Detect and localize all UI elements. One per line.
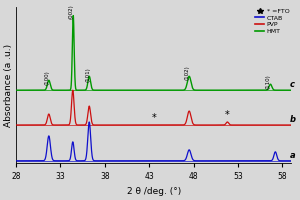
Text: (110): (110) [266,74,271,89]
Text: (101): (101) [85,68,90,82]
Text: (100): (100) [45,71,50,85]
Text: (102): (102) [184,65,190,80]
Text: *: * [152,113,157,123]
Text: a: a [290,151,295,160]
Legend: * =FTO, CTAB, PVP, HMT: * =FTO, CTAB, PVP, HMT [255,9,290,34]
Text: *: * [225,110,230,120]
Text: (002): (002) [68,4,73,19]
Text: c: c [290,80,295,89]
Text: b: b [290,115,296,124]
X-axis label: 2 θ /deg. (°): 2 θ /deg. (°) [127,187,181,196]
Y-axis label: Absorbance (a .u.): Absorbance (a .u.) [4,43,13,127]
